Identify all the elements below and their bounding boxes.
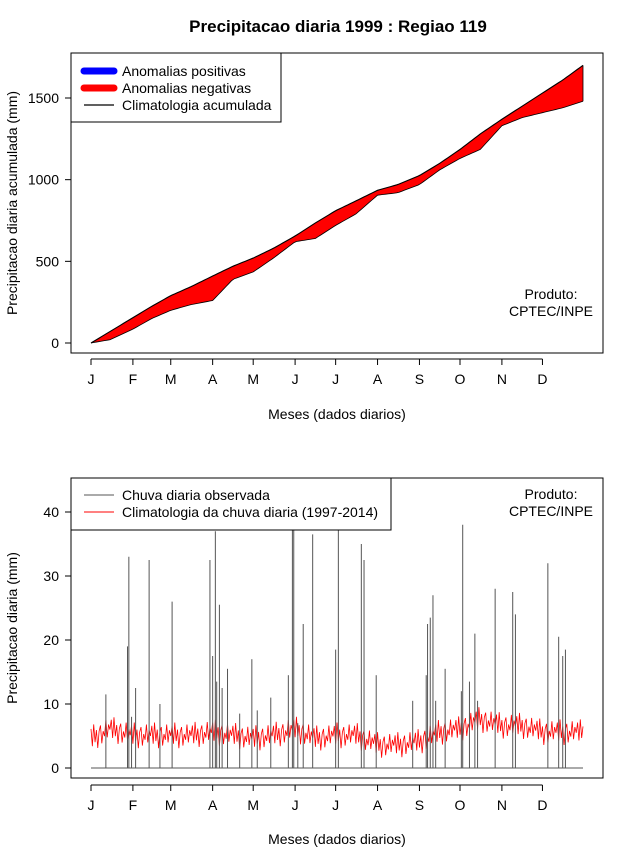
x-tick-label: F: [129, 797, 138, 813]
page-title: Precipitacao diaria 1999 : Regiao 119: [189, 17, 487, 36]
daily-climatology-line: [90, 707, 584, 758]
x-tick-label: M: [165, 371, 177, 387]
x-tick-label: O: [455, 797, 466, 813]
y-tick-label: 20: [43, 632, 59, 648]
bottom-y-axis: 0 10 20 30 40: [43, 504, 72, 776]
y-tick-label: 0: [51, 335, 59, 351]
x-tick-label: J: [292, 371, 299, 387]
bottom-product-label: Produto:: [525, 486, 578, 502]
x-tick-label: M: [247, 371, 259, 387]
climatology-accum-line: [90, 64, 584, 344]
negative-anomaly-area: [91, 65, 583, 343]
x-tick-label: J: [332, 371, 339, 387]
x-tick-label: A: [208, 797, 218, 813]
top-chart: 0 500 1000 1500 J F M A M J J A S O N D Anomalias posi…: [4, 52, 604, 422]
bottom-climatology-line: [90, 707, 584, 758]
x-tick-label: N: [497, 797, 507, 813]
x-tick-label: A: [373, 797, 383, 813]
y-tick-label: 1500: [28, 90, 59, 106]
x-tick-label: J: [332, 797, 339, 813]
top-y-axis-label: Precipitacao diaria acumulada (mm): [4, 91, 20, 315]
x-tick-label: J: [292, 797, 299, 813]
x-tick-label: S: [415, 797, 424, 813]
y-tick-label: 1000: [28, 172, 59, 188]
legend-label-daily-clim: Climatologia da chuva diaria (1997-2014): [122, 504, 378, 520]
legend-label-neg: Anomalias negativas: [122, 80, 251, 96]
y-tick-label: 30: [43, 568, 59, 584]
x-tick-label: M: [165, 797, 177, 813]
y-tick-label: 500: [36, 253, 60, 269]
x-tick-label: M: [247, 797, 259, 813]
top-legend: Anomalias positivas Anomalias negativas …: [70, 52, 282, 123]
top-product-org: CPTEC/INPE: [509, 303, 593, 319]
legend-label-obs: Chuva diaria observada: [122, 487, 270, 503]
x-tick-label: J: [88, 797, 95, 813]
bottom-chart: 0 10 20 30 40 J F M A M J J A S O N D Chuva diaria obse…: [4, 477, 604, 847]
bottom-product-org: CPTEC/INPE: [509, 503, 593, 519]
legend-label-clim: Climatologia acumulada: [122, 97, 272, 113]
bottom-legend-box: [70, 477, 392, 531]
x-tick-label: A: [373, 371, 383, 387]
y-tick-label: 40: [43, 504, 59, 520]
y-tick-label: 0: [51, 760, 59, 776]
bottom-observed-spikes: [91, 505, 583, 769]
top-anomaly-fill: [91, 65, 583, 343]
bottom-y-axis-label: Precipitacao diaria (mm): [4, 552, 20, 704]
x-tick-label: F: [129, 371, 138, 387]
bottom-x-axis-label: Meses (dados diarios): [268, 831, 406, 847]
legend-label-pos: Anomalias positivas: [122, 63, 246, 79]
top-y-axis: 0 500 1000 1500: [28, 90, 72, 351]
top-product-label: Produto:: [525, 286, 578, 302]
top-x-axis-label: Meses (dados diarios): [268, 406, 406, 422]
y-tick-label: 10: [43, 696, 59, 712]
x-tick-label: D: [537, 797, 547, 813]
bottom-legend: Chuva diaria observada Climatologia da c…: [70, 477, 392, 531]
observed-accum-line: [90, 100, 584, 344]
x-tick-label: O: [455, 371, 466, 387]
top-lines: [90, 64, 584, 344]
x-tick-label: S: [415, 371, 424, 387]
x-tick-label: J: [88, 371, 95, 387]
x-tick-label: N: [497, 371, 507, 387]
x-tick-label: D: [537, 371, 547, 387]
x-tick-label: A: [208, 371, 218, 387]
